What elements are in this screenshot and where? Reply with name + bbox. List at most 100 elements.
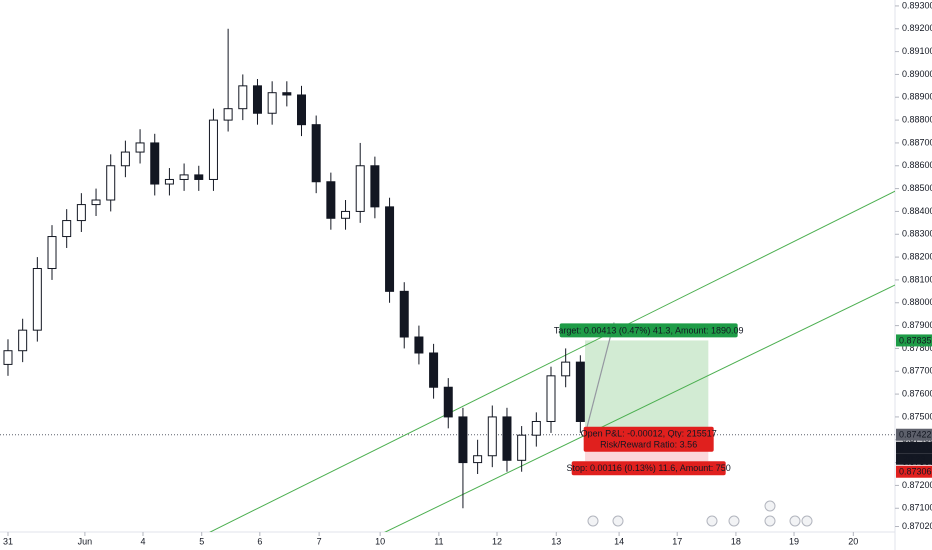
candle-body — [267, 92, 277, 114]
candle-body — [18, 329, 28, 352]
y-tick-label: 0.88200 — [902, 251, 932, 261]
events — [587, 500, 813, 527]
position-label-box — [559, 323, 738, 338]
candle-body — [443, 386, 453, 418]
position-label: Stop: 0.00116 (0.13%) 11.6, Amount: 750 — [567, 463, 731, 473]
candle-body — [311, 124, 321, 183]
position-label-box — [583, 437, 714, 452]
event-icon — [706, 515, 718, 527]
y-tick-label: 0.87200 — [902, 480, 932, 490]
channel-line — [209, 190, 895, 532]
candle-body — [106, 165, 116, 201]
y-tick-label: 0.88700 — [902, 137, 932, 147]
trade-arrow — [584, 322, 615, 435]
y-tick-label: 0.87900 — [902, 320, 932, 330]
x-tick-label: 31 — [3, 536, 13, 546]
price-label-box — [896, 465, 932, 478]
event-icon — [764, 515, 776, 527]
candle-body — [575, 361, 585, 422]
y-tick-label: 0.87020 — [902, 521, 932, 531]
event-icon — [801, 515, 813, 527]
candle-body — [531, 420, 541, 436]
y-tick-label: 0.88300 — [902, 229, 932, 239]
event-icon — [612, 515, 624, 527]
y-tick-label: 0.87100 — [902, 503, 932, 513]
event-icon — [789, 515, 801, 527]
candle-body — [194, 174, 204, 180]
x-tick-label: 20 — [848, 536, 858, 546]
x-tick-label: 18 — [731, 536, 741, 546]
x-tick-label: 19 — [789, 536, 799, 546]
candle-body — [135, 142, 145, 153]
channel-line — [384, 284, 895, 532]
x-tick-label: 10 — [375, 536, 385, 546]
candle-body — [399, 290, 409, 338]
position-label-box — [583, 426, 714, 441]
y-tick-label: 0.87600 — [902, 388, 932, 398]
price-label: 0.87306 — [899, 467, 932, 477]
candle-body — [414, 336, 424, 354]
y-tick-label: 0.88900 — [902, 92, 932, 102]
y-tick-label: 0.87700 — [902, 366, 932, 376]
time-label-box — [896, 453, 932, 465]
x-tick-label: 14 — [614, 536, 624, 546]
candle-body — [223, 108, 233, 121]
price-label-box — [896, 441, 932, 454]
y-tick-label: 0.88600 — [902, 160, 932, 170]
candle-body — [3, 350, 13, 365]
candle-body — [429, 352, 439, 388]
event-icon — [764, 500, 776, 512]
candle-body — [164, 178, 174, 185]
candle-body — [179, 174, 189, 180]
candle-body — [473, 455, 483, 464]
y-tick-label: 0.87500 — [902, 411, 932, 421]
y-tick-label: 0.87800 — [902, 343, 932, 353]
candle-body — [341, 210, 351, 219]
y-tick-label: 0.89100 — [902, 46, 932, 56]
candle-body — [238, 85, 248, 110]
y-tick-label: 0.88100 — [902, 274, 932, 284]
price-label: 0.87422 — [899, 430, 932, 440]
candle-body — [517, 434, 527, 461]
x-tick-label: 11 — [434, 536, 443, 546]
price-label: 0.87835 — [899, 335, 932, 345]
candle-body — [62, 220, 72, 238]
candle-body — [91, 199, 101, 206]
candle-body — [32, 268, 42, 331]
candle-body — [487, 416, 497, 457]
x-tick-label: 5 — [199, 536, 204, 546]
y-tick-label: 0.88500 — [902, 183, 932, 193]
event-icon — [587, 515, 599, 527]
x-tick-label: 7 — [317, 536, 322, 546]
position-label-box — [571, 461, 726, 476]
candle-body — [370, 165, 380, 208]
price-label: 0.87410 — [899, 443, 932, 453]
x-tick-label: 12 — [492, 536, 502, 546]
x-tick-label: 13 — [551, 536, 561, 546]
price-label-box — [896, 334, 932, 347]
candle-body — [561, 361, 571, 377]
position-label: Target: 0.00413 (0.47%) 41.3, Amount: 18… — [554, 325, 744, 335]
y-tick-label: 0.88000 — [902, 297, 932, 307]
x-tick-label: 6 — [257, 536, 262, 546]
candle-body — [385, 206, 395, 292]
x-tick-label: 17 — [672, 536, 682, 546]
y-tick-label: 0.89200 — [902, 23, 932, 33]
candle-body — [502, 416, 512, 461]
event-icon — [728, 515, 740, 527]
candle-body — [47, 236, 57, 270]
candle-body — [282, 92, 292, 96]
candle-body — [297, 94, 307, 126]
candle-body — [355, 165, 365, 212]
candle-body — [150, 142, 160, 185]
y-tick-label: 0.88800 — [902, 114, 932, 124]
candle-body — [208, 119, 218, 180]
candle-body — [252, 85, 262, 114]
y-tick-label: 0.89300 — [902, 0, 932, 10]
position-label: Risk/Reward Ratio: 3.56 — [600, 440, 697, 450]
x-tick-label: 4 — [140, 536, 145, 546]
time-label: 20:23 — [903, 454, 926, 464]
candle-body — [546, 375, 556, 422]
